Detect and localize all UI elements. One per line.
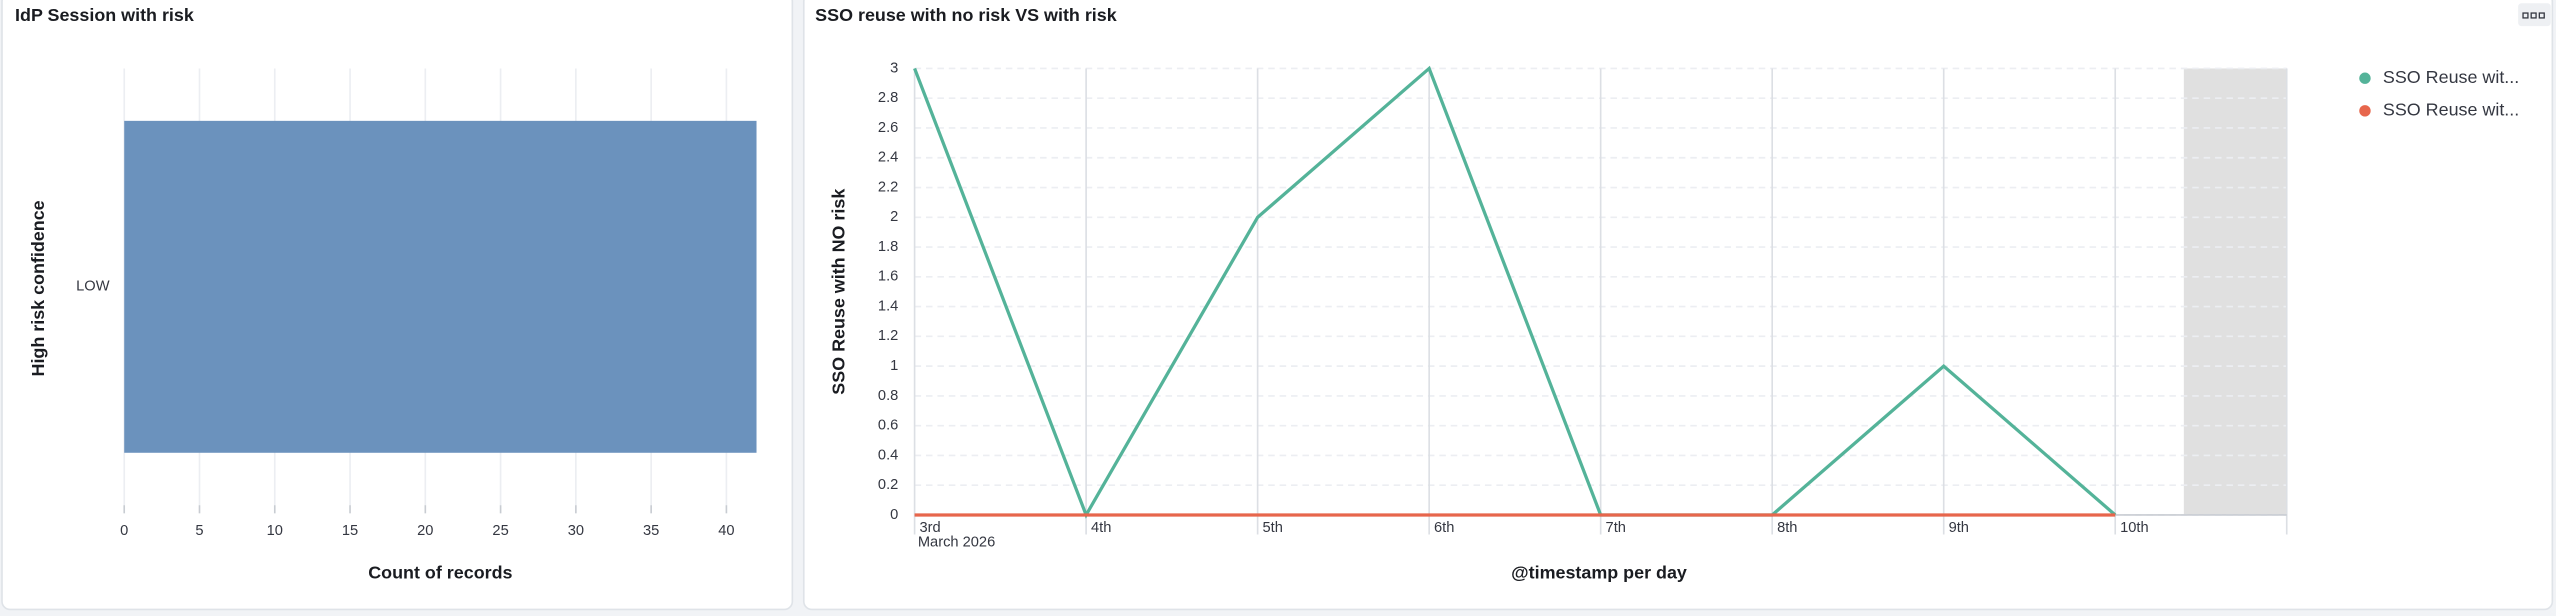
x-tick-label: 4th — [1091, 520, 1111, 536]
legend-label: SSO Reuse wit... — [2383, 100, 2519, 120]
x-tick-label: 20 — [417, 523, 433, 539]
chart-title: SSO reuse with no risk VS with risk — [815, 5, 1117, 25]
x-tick-label: 30 — [568, 523, 584, 539]
x-tick-label: 5 — [195, 523, 203, 539]
y-tick-label: 1.2 — [878, 328, 898, 344]
legend-label: SSO Reuse wit... — [2383, 67, 2519, 87]
x-tick-label: 5th — [1263, 520, 1283, 536]
series-line — [913, 65, 2117, 519]
bar-chart: 0 5 10 15 20 25 30 35 40 LOW — [76, 68, 757, 539]
panel — [802, 0, 2554, 611]
icon-dot — [2538, 12, 2545, 19]
menu-button[interactable] — [2518, 3, 2551, 27]
panel-menu-icon[interactable] — [2518, 3, 2551, 27]
y-tick-label: 0.6 — [878, 418, 898, 434]
y-tick-label: 2 — [890, 209, 898, 225]
icon-dot — [2522, 12, 2529, 19]
y-tick-label: 0.8 — [878, 388, 898, 404]
y-tick-label: 2.6 — [878, 120, 898, 136]
x-tick-label: 10th — [2120, 520, 2149, 536]
x-tick-label: 8th — [1777, 520, 1797, 536]
y-tick-label: 1.6 — [878, 269, 898, 285]
x-tick-label: 0 — [120, 523, 128, 539]
legend-swatch — [2359, 72, 2371, 84]
y-axis-label: SSO Reuse with NO risk — [828, 189, 848, 395]
y-tick-label: 1.4 — [878, 298, 898, 314]
x-axis-label: Count of records — [368, 562, 512, 582]
bar — [124, 120, 757, 453]
y-tick-label: LOW — [76, 279, 110, 295]
y-tick-label: 2.2 — [878, 179, 898, 195]
x-tick-label: 35 — [643, 523, 659, 539]
line-chart: 0 0.2 0.4 0.6 0.8 1 1.2 1.4 1.6 1.8 2 2.2 2.4 2.6 2.8 3… — [878, 60, 2519, 536]
x-tick-label: 40 — [718, 523, 734, 539]
y-tick-label: 1 — [890, 358, 898, 374]
x-tick-label: 6th — [1434, 520, 1454, 536]
y-tick-label: 1.8 — [878, 239, 898, 255]
y-tick-label: 3 — [890, 60, 898, 76]
partial-bucket — [2183, 68, 2287, 515]
y-axis-label: High risk confidence — [28, 200, 48, 376]
x-tick-label: 9th — [1949, 520, 1969, 536]
legend-swatch — [2359, 105, 2371, 117]
x-tick-label: 3rd — [919, 520, 940, 536]
chart-title: IdP Session with risk — [15, 5, 194, 25]
y-tick-label: 0.4 — [878, 447, 898, 463]
y-tick-label: 2.8 — [878, 90, 898, 106]
x-tick-label: 10 — [267, 523, 283, 539]
x-tick-label: 7th — [1606, 520, 1626, 536]
x-tick-label: 15 — [342, 523, 358, 539]
y-tick-label: 0.2 — [878, 477, 898, 493]
y-tick-label: 2.4 — [878, 150, 898, 166]
x-axis-label: @timestamp per day — [1511, 562, 1687, 582]
y-tick-label: 0 — [890, 507, 898, 523]
icon-dot — [2530, 12, 2537, 19]
x-tick-label: 25 — [492, 523, 508, 539]
x-period-label: March 2026 — [918, 535, 995, 551]
